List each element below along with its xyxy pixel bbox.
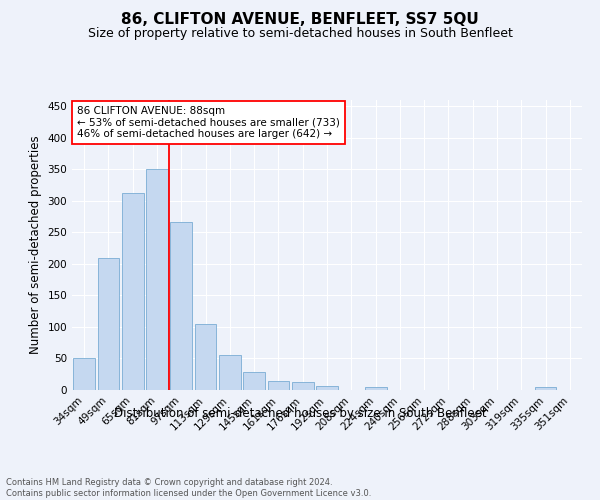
Bar xyxy=(122,194,143,390)
Bar xyxy=(170,222,192,390)
Bar xyxy=(535,387,556,390)
Bar xyxy=(365,387,386,390)
Bar xyxy=(97,258,119,390)
Text: Size of property relative to semi-detached houses in South Benfleet: Size of property relative to semi-detach… xyxy=(88,28,512,40)
Bar xyxy=(268,381,289,390)
Bar xyxy=(219,356,241,390)
Text: 86, CLIFTON AVENUE, BENFLEET, SS7 5QU: 86, CLIFTON AVENUE, BENFLEET, SS7 5QU xyxy=(121,12,479,28)
Text: Contains HM Land Registry data © Crown copyright and database right 2024.
Contai: Contains HM Land Registry data © Crown c… xyxy=(6,478,371,498)
Bar xyxy=(73,358,95,390)
Bar xyxy=(146,170,168,390)
Text: Distribution of semi-detached houses by size in South Benfleet: Distribution of semi-detached houses by … xyxy=(113,408,487,420)
Bar xyxy=(316,386,338,390)
Bar xyxy=(243,372,265,390)
Bar xyxy=(194,324,217,390)
Y-axis label: Number of semi-detached properties: Number of semi-detached properties xyxy=(29,136,42,354)
Bar xyxy=(292,382,314,390)
Text: 86 CLIFTON AVENUE: 88sqm
← 53% of semi-detached houses are smaller (733)
46% of : 86 CLIFTON AVENUE: 88sqm ← 53% of semi-d… xyxy=(77,106,340,139)
